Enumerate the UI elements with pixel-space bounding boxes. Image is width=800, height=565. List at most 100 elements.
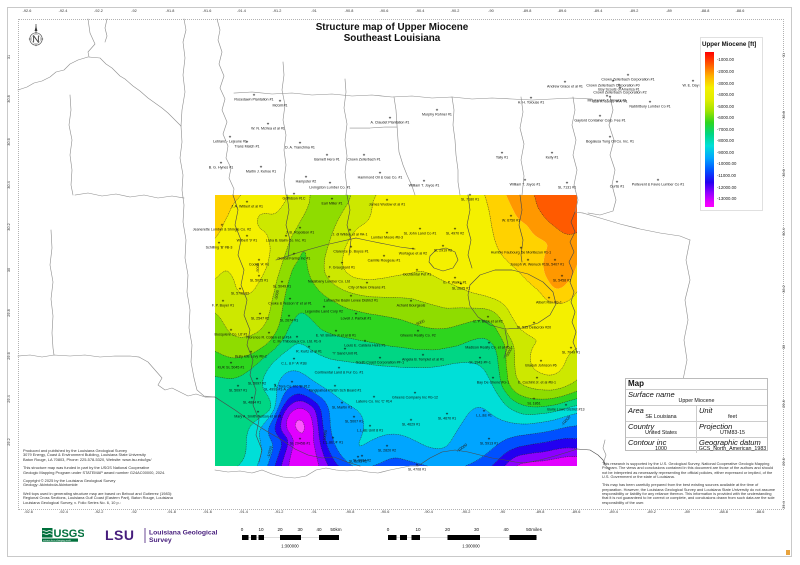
svg-text:10: 10 bbox=[415, 527, 421, 532]
svg-text:Continental Land & Fur Co. #1: Continental Land & Fur Co. #1 bbox=[315, 371, 364, 375]
svg-text:-5000: -5000 bbox=[255, 263, 260, 273]
svg-text:Wortague et al #2: Wortague et al #2 bbox=[399, 252, 427, 256]
svg-text:Trans Match #1: Trans Match #1 bbox=[235, 145, 260, 149]
svg-text:Braduh Johnson #6: Braduh Johnson #6 bbox=[525, 364, 556, 368]
svg-text:Lovell J. Parbult #1: Lovell J. Parbult #1 bbox=[341, 317, 372, 321]
svg-text:J. di Wildey et al #A-1: J. di Wildey et al #A-1 bbox=[333, 233, 368, 237]
svg-text:Andrew Grace et al #1: Andrew Grace et al #1 bbox=[547, 85, 583, 89]
svg-text:W. 6750 #1: W. 6750 #1 bbox=[502, 219, 520, 223]
svg-text:SL 4629 #1: SL 4629 #1 bbox=[402, 423, 420, 427]
svg-text:10: 10 bbox=[258, 527, 264, 532]
svg-text:SL 5913 #1: SL 5913 #1 bbox=[480, 442, 498, 446]
svg-text:Crown Zellerbach Corporation #: Crown Zellerbach Corporation #1 bbox=[601, 78, 654, 82]
svg-text:E. Cochint Jr. et al #B-1: E. Cochint Jr. et al #B-1 bbox=[518, 381, 556, 385]
svg-text:Camille Rougeau #1: Camille Rougeau #1 bbox=[368, 259, 401, 263]
svg-text:Clarence G. Boyce #1: Clarence G. Boyce #1 bbox=[333, 250, 368, 254]
svg-text:Lafourche Basin Levee District: Lafourche Basin Levee District #1 bbox=[324, 299, 378, 303]
svg-text:Survey: Survey bbox=[149, 537, 172, 544]
svg-text:D. A. Tranchina #1: D. A. Tranchina #1 bbox=[285, 146, 315, 150]
svg-text:0: 0 bbox=[241, 527, 244, 532]
svg-text:-5000: -5000 bbox=[414, 318, 425, 327]
svg-text:SL 7180 #1: SL 7180 #1 bbox=[461, 198, 479, 202]
svg-text:20: 20 bbox=[445, 527, 451, 532]
svg-text:Genoa Farms Inc #1: Genoa Farms Inc #1 bbox=[278, 257, 311, 261]
svg-text:SL 5458 #1: SL 5458 #1 bbox=[553, 279, 571, 283]
svg-text:Leblanc - Lejeune #1: Leblanc - Lejeune #1 bbox=[213, 140, 247, 144]
svg-text:Gheens Company Inc #G-12: Gheens Company Inc #G-12 bbox=[392, 396, 438, 400]
svg-text:Laterre Co. Inc 'C' #14: Laterre Co. Inc 'C' #14 bbox=[356, 400, 392, 404]
svg-text:E. W. Brown Jr et al B #1: E. W. Brown Jr et al B #1 bbox=[316, 334, 356, 338]
svg-text:Florence R. Cotten et al #14: Florence R. Cotten et al #14 bbox=[246, 336, 291, 340]
svg-text:1:300000: 1:300000 bbox=[462, 544, 480, 549]
svg-text:Livingston Lumber Co. #1: Livingston Lumber Co. #1 bbox=[309, 186, 350, 190]
svg-text:Angela B. Templet et al #1: Angela B. Templet et al #1 bbox=[402, 358, 444, 362]
svg-text:L.L.&E Unit 8 #1: L.L.&E Unit 8 #1 bbox=[357, 429, 383, 433]
svg-text:R. Kurtz et al #1: R. Kurtz et al #1 bbox=[296, 350, 322, 354]
svg-text:Burie Lowe District #13: Burie Lowe District #13 bbox=[547, 408, 584, 412]
svg-text:-10000: -10000 bbox=[266, 445, 274, 458]
svg-text:Crown Zellerbach Corporation #: Crown Zellerbach Corporation #0 bbox=[586, 84, 639, 88]
svg-text:Gulfidson #1C: Gulfidson #1C bbox=[283, 197, 306, 201]
svg-text:Barnett Hero #1: Barnett Hero #1 bbox=[314, 158, 339, 162]
svg-text:KUK SL 5045 #1: KUK SL 5045 #1 bbox=[218, 366, 245, 370]
svg-text:South Coast Corporation #F-1: South Coast Corporation #F-1 bbox=[356, 361, 404, 365]
svg-text:SL Martin #1: SL Martin #1 bbox=[332, 406, 352, 410]
svg-text:USGS: USGS bbox=[54, 528, 85, 540]
svg-text:J. A. Wilbert et al #1: J. A. Wilbert et al #1 bbox=[231, 205, 263, 209]
svg-text:50km: 50km bbox=[330, 527, 341, 532]
svg-text:L.L.&E #1: L.L.&E #1 bbox=[476, 414, 492, 418]
svg-text:SL 1861: SL 1861 bbox=[527, 402, 540, 406]
svg-text:Legendre Land Corp #2: Legendre Land Corp #2 bbox=[305, 310, 343, 314]
svg-text:-5000: -5000 bbox=[273, 290, 280, 301]
svg-text:Hampster #2: Hampster #2 bbox=[296, 180, 317, 184]
svg-text:Bogalusa Tung Oil Co. Inc. #1: Bogalusa Tung Oil Co. Inc. #1 bbox=[586, 140, 634, 144]
svg-text:F. Graugnard #1: F. Graugnard #1 bbox=[329, 266, 355, 270]
svg-text:Humble Faubourg De Montlezun #: Humble Faubourg De Montlezun #1-1 bbox=[491, 251, 551, 255]
svg-text:SL 5097 #2: SL 5097 #2 bbox=[248, 382, 266, 386]
svg-text:SL 535 Delacroix #20: SL 535 Delacroix #20 bbox=[517, 326, 551, 330]
svg-text:Murphy Rohner #1: Murphy Rohner #1 bbox=[422, 113, 452, 117]
svg-text:C.L. & F 'A' #1B: C.L. & F 'A' #1B bbox=[281, 362, 307, 366]
svg-text:F. P. Buyer #1: F. P. Buyer #1 bbox=[212, 304, 234, 308]
svg-text:50miles: 50miles bbox=[526, 527, 543, 532]
svg-text:Bully Isle Levy #B-2: Bully Isle Levy #B-2 bbox=[235, 355, 267, 359]
svg-text:SL 4884 #1: SL 4884 #1 bbox=[243, 401, 261, 405]
svg-text:Occidental Pet #1: Occidental Pet #1 bbox=[403, 273, 432, 277]
svg-text:Lumber Moore #B-3: Lumber Moore #B-3 bbox=[371, 236, 403, 240]
svg-text:SL 9084 #2: SL 9084 #2 bbox=[353, 459, 371, 463]
svg-text:SL 5708 #2: SL 5708 #2 bbox=[231, 292, 249, 296]
svg-text:City of New Orleans #1: City of New Orleans #1 bbox=[348, 286, 385, 290]
svg-text:Schilling 'B' #B-3: Schilling 'B' #B-3 bbox=[206, 246, 233, 250]
svg-text:40: 40 bbox=[503, 527, 509, 532]
svg-text:SL 2547 #2: SL 2547 #2 bbox=[251, 317, 269, 321]
svg-text:SL 4670 #1: SL 4670 #1 bbox=[438, 417, 456, 421]
svg-text:Natalbany Lumber Co. Ltd: Natalbany Lumber Co. Ltd bbox=[308, 280, 350, 284]
svg-text:LSU: LSU bbox=[105, 527, 135, 543]
svg-text:-10000: -10000 bbox=[560, 414, 572, 426]
svg-text:SL 2945B #1: SL 2945B #1 bbox=[290, 442, 311, 446]
svg-text:B. G. Hynes #1: B. G. Hynes #1 bbox=[209, 166, 233, 170]
svg-text:SL 6293 #2: SL 6293 #2 bbox=[349, 460, 367, 464]
svg-text:Earl Miller #1: Earl Miller #1 bbox=[321, 202, 342, 206]
svg-text:Hammond Oil & Gas Co. #1: Hammond Oil & Gas Co. #1 bbox=[358, 176, 403, 180]
svg-text:Bay De Chene #G-1: Bay De Chene #G-1 bbox=[477, 381, 510, 385]
svg-text:1:300000: 1:300000 bbox=[281, 544, 299, 549]
svg-text:Jeanerette Lumber & Shingle Co: Jeanerette Lumber & Shingle Co. #2 bbox=[193, 228, 251, 232]
svg-text:SL 2674 #1: SL 2674 #1 bbox=[280, 319, 298, 323]
svg-text:E. P. Buck et al #2: E. P. Buck et al #2 bbox=[473, 320, 502, 324]
svg-text:James Wudow et al #1: James Wudow et al #1 bbox=[369, 203, 405, 207]
svg-text:SL 4993 #1-A: SL 4993 #1-A bbox=[264, 388, 287, 392]
svg-text:SL 5025 #1: SL 5025 #1 bbox=[250, 279, 268, 283]
svg-text:SL 7049 #1: SL 7049 #1 bbox=[562, 351, 580, 355]
svg-text:Nabbitbury Lumber Co #1: Nabbitbury Lumber Co #1 bbox=[629, 105, 670, 109]
svg-text:McGill #1: McGill #1 bbox=[272, 104, 287, 108]
svg-text:Louis E. Caldera Heirs #1: Louis E. Caldera Heirs #1 bbox=[344, 344, 385, 348]
svg-text:SL 2635 #1: SL 2635 #1 bbox=[452, 287, 470, 291]
svg-text:H. H. Tolouse #1: H. H. Tolouse #1 bbox=[518, 101, 545, 105]
svg-text:science for a changing world: science for a changing world bbox=[43, 539, 72, 542]
svg-text:SL 4708 #1: SL 4708 #1 bbox=[408, 468, 426, 472]
svg-text:Tally #1: Tally #1 bbox=[496, 156, 508, 160]
svg-text:Wilbert '9' #1: Wilbert '9' #1 bbox=[237, 239, 258, 243]
svg-text:Crown Zellerbach Corporation #: Crown Zellerbach Corporation #2 bbox=[593, 91, 646, 95]
svg-text:SL John Land Co #1: SL John Land Co #1 bbox=[404, 232, 437, 236]
